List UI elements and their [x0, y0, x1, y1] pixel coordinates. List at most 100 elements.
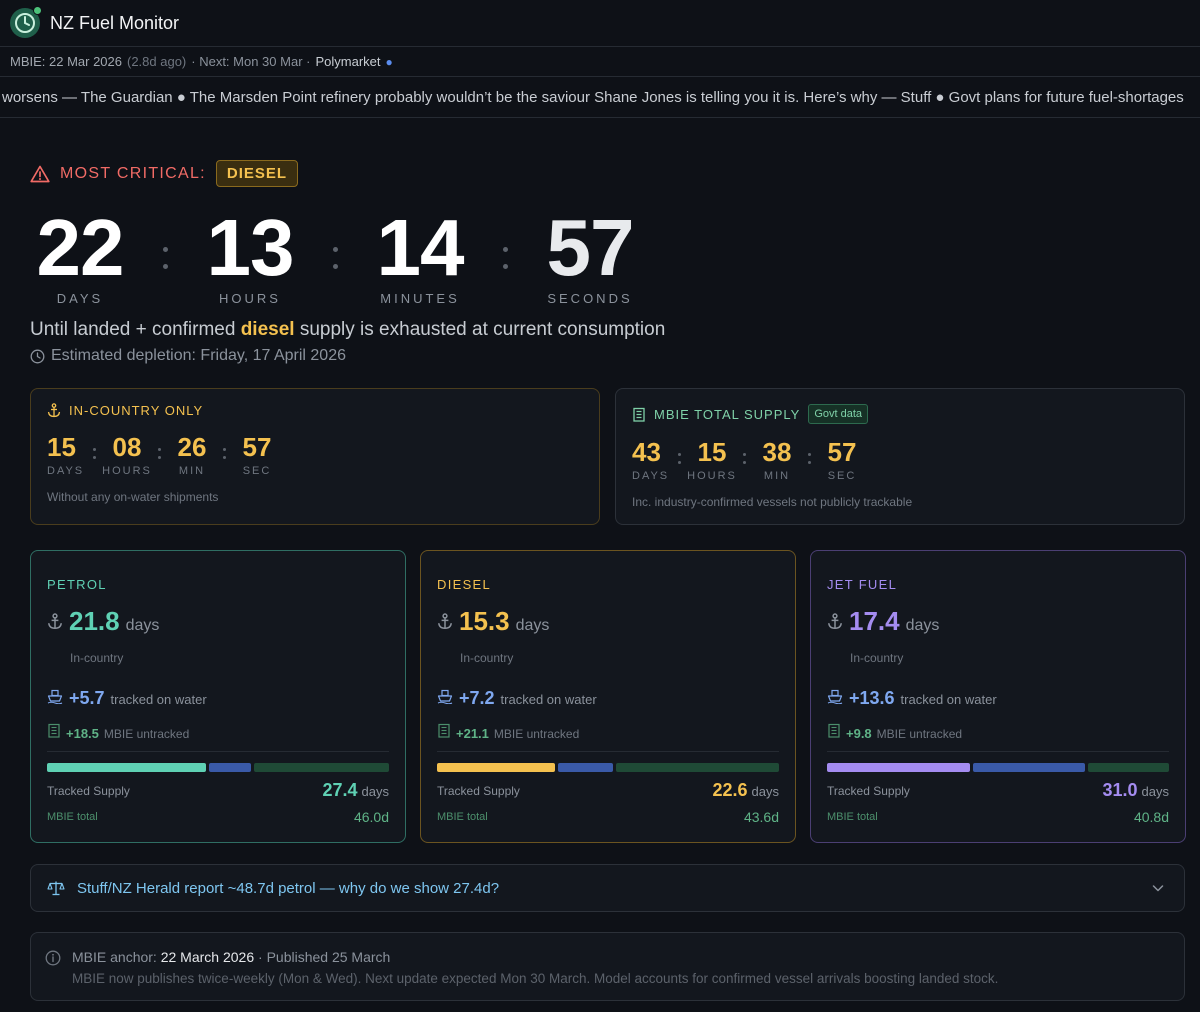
- supply-bar-on-water: [557, 763, 614, 772]
- fuel-mbie-label: MBIE untracked: [876, 727, 963, 741]
- mbie-total-sec: 57: [827, 437, 857, 467]
- countdown-hours-label: HOURS: [219, 291, 281, 306]
- in-country-days-label: DAYS: [47, 465, 85, 477]
- fuel-mbie-label: MBIE untracked: [103, 727, 190, 741]
- countdown-hours-value: 13: [206, 203, 295, 292]
- polymarket-link[interactable]: Polymarket: [315, 54, 381, 69]
- app-logo[interactable]: [10, 6, 42, 38]
- fuel-mbie-value: +21.1: [456, 726, 489, 741]
- mbie-total-value: 46.0d: [353, 809, 389, 825]
- mbie-total-label: MBIE total: [437, 811, 488, 823]
- countdown-separator: [130, 205, 200, 269]
- tracked-supply-label: Tracked Supply: [827, 784, 910, 798]
- fuel-mbie-value: +18.5: [66, 726, 99, 741]
- divider: [437, 751, 779, 752]
- fuel-card-petrol: PETROL 21.8 days In-country +5.7 tracked…: [30, 550, 406, 843]
- supply-bar-on-water: [973, 763, 1086, 772]
- live-status-dot: [33, 6, 42, 15]
- most-critical-label: MOST CRITICAL:: [60, 164, 206, 182]
- mbie-total-value: 43.6d: [743, 809, 779, 825]
- clock-icon: [30, 349, 45, 363]
- in-country-title: IN-COUNTRY ONLY: [69, 403, 204, 418]
- countdown-days-label: DAYS: [56, 291, 104, 306]
- fuel-card-jet-fuel: JET FUEL 17.4 days In-country +13.6 trac…: [810, 550, 1186, 843]
- fuel-on-water: +7.2 tracked on water: [437, 688, 597, 709]
- in-country-hours-label: HOURS: [102, 465, 152, 477]
- estimated-depletion: Estimated depletion: Friday, 17 April 20…: [30, 347, 346, 365]
- mbie-total-countdown: 43 DAYS 15 HOURS 38 MIN 57 SEC: [632, 437, 867, 482]
- govt-data-badge: Govt data: [808, 404, 869, 424]
- fuel-on-water: +5.7 tracked on water: [47, 688, 207, 709]
- info-published: · Published 25 March: [258, 949, 391, 965]
- ticker-text: worsens — The Guardian ● The Marsden Poi…: [2, 88, 1184, 106]
- supply-bar-on-water: [209, 763, 251, 772]
- anchor-icon: [47, 403, 61, 418]
- supply-bar-in-country: [827, 763, 971, 772]
- building-icon: [633, 407, 645, 422]
- tracked-days-value: 27.4: [322, 780, 358, 800]
- clock-icon: [15, 13, 35, 33]
- building-icon: [828, 723, 840, 738]
- supply-bar-untracked: [1088, 763, 1169, 772]
- main-countdown: 22 DAYS 13 HOURS 14 MINUTES 57 SECONDS: [30, 203, 640, 307]
- report-accordion[interactable]: Stuff/NZ Herald report ~48.7d petrol — w…: [30, 864, 1185, 912]
- chevron-down-icon[interactable]: [1150, 880, 1166, 896]
- mbie-total-value: 40.8d: [1133, 809, 1169, 825]
- fuel-mbie-untracked: +18.5 MBIE untracked: [47, 723, 189, 741]
- mbie-total-note: Inc. industry-confirmed vessels not publ…: [632, 495, 913, 509]
- fuel-water-label: tracked on water: [500, 692, 597, 707]
- until-fuel: diesel: [240, 319, 295, 340]
- fuel-in-country-days: 17.4 days: [827, 606, 939, 637]
- fuel-days-unit: days: [125, 617, 160, 634]
- fuel-water-label: tracked on water: [900, 692, 997, 707]
- anchor-icon: [828, 613, 842, 630]
- fuel-card-diesel: DIESEL 15.3 days In-country +7.2 tracked…: [420, 550, 796, 843]
- building-icon: [48, 723, 60, 738]
- countdown-days-value: 22: [36, 203, 125, 292]
- fuel-mbie-value: +9.8: [846, 726, 872, 741]
- mbie-total-min: 38: [762, 437, 792, 467]
- tracked-days-value: 22.6: [712, 780, 748, 800]
- until-suffix: supply is exhausted at current consumpti…: [299, 319, 666, 340]
- info-anchor-date: 22 March 2026: [160, 949, 255, 965]
- tracked-supply-label: Tracked Supply: [47, 784, 130, 798]
- countdown-hours: 13 HOURS: [200, 203, 300, 307]
- ship-icon: [47, 689, 63, 704]
- in-country-panel: IN-COUNTRY ONLY 15 DAYS 08 HOURS 26 MIN 57 S…: [30, 388, 600, 525]
- anchor-icon: [48, 613, 62, 630]
- news-ticker[interactable]: worsens — The Guardian ● The Marsden Poi…: [0, 77, 1200, 118]
- meta-bar: MBIE: 22 Mar 2026 (2.8d ago) · Next: Mon…: [0, 47, 1200, 77]
- fuel-name: PETROL: [47, 577, 107, 592]
- mbie-total-sec-label: SEC: [827, 470, 857, 482]
- in-country-sec: 57: [242, 432, 272, 462]
- mbie-total-header: MBIE TOTAL SUPPLY Govt data: [632, 404, 869, 424]
- supply-bar-untracked: [253, 763, 389, 772]
- mbie-total-days: 43: [632, 437, 661, 467]
- mbie-total-label: MBIE total: [827, 811, 878, 823]
- info-icon: [45, 950, 61, 966]
- fuel-name: DIESEL: [437, 577, 492, 592]
- anchor-icon: [438, 613, 452, 630]
- mbie-total-hours: 15: [697, 437, 727, 467]
- mbie-total-title: MBIE TOTAL SUPPLY: [654, 406, 801, 422]
- in-country-min: 26: [177, 432, 207, 462]
- mbie-date: MBIE: 22 Mar 2026: [10, 54, 122, 69]
- ship-icon: [827, 689, 843, 704]
- fuel-mbie-untracked: +21.1 MBIE untracked: [437, 723, 579, 741]
- tracked-days-unit: days: [361, 784, 389, 799]
- mbie-total-panel: MBIE TOTAL SUPPLY Govt data 43 DAYS 15 HOU…: [615, 388, 1185, 525]
- in-country-header: IN-COUNTRY ONLY: [47, 403, 203, 418]
- countdown-separator: [300, 205, 370, 269]
- mbie-info-note: MBIE anchor: 22 March 2026 · Published 2…: [30, 932, 1185, 1001]
- mbie-age: (2.8d ago): [127, 54, 187, 69]
- until-prefix: Until landed + confirmed: [30, 319, 236, 340]
- tracked-days-unit: days: [751, 784, 779, 799]
- tracked-supply-value: 31.0 days: [1102, 780, 1169, 801]
- countdown-seconds: 57 SECONDS: [540, 205, 640, 307]
- info-body: MBIE now publishes twice-weekly (Mon & W…: [72, 971, 999, 986]
- tracked-supply-value: 22.6 days: [712, 780, 779, 801]
- in-country-days: 15: [47, 432, 76, 462]
- next-update: · Next: Mon 30 Mar ·: [191, 54, 311, 69]
- info-anchor-line: MBIE anchor: 22 March 2026 · Published 2…: [72, 949, 390, 965]
- countdown-separator: [470, 205, 540, 269]
